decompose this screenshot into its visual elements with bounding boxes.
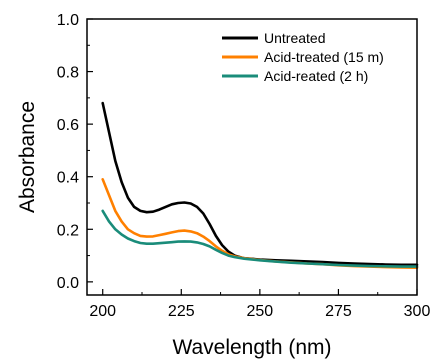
x-axis-title: Wavelength (nm) xyxy=(172,336,331,359)
tick-labels: 200 225 250 275 300 0.0 0.2 0.4 0.6 0.8 1.0 xyxy=(57,12,431,320)
x-tick-label: 300 xyxy=(404,303,431,320)
legend-label-1: Untreated xyxy=(264,30,325,46)
y-tick-label: 0.4 xyxy=(57,170,79,187)
y-tick-label: 0.6 xyxy=(57,117,79,134)
x-tick-label: 275 xyxy=(325,303,352,320)
series-line-1 xyxy=(101,101,419,267)
x-tick-label: 200 xyxy=(89,303,116,320)
y-tick-label: 1.0 xyxy=(57,12,79,29)
y-tick-label: 0.0 xyxy=(57,275,79,292)
series-line-2 xyxy=(101,178,419,270)
x-tick-label: 250 xyxy=(247,303,274,320)
y-tick-label: 0.8 xyxy=(57,65,79,82)
series-line-3 xyxy=(101,209,419,268)
legend: Untreated Acid-treated (15 m) Acid-reated … xyxy=(222,30,384,84)
plot-frame xyxy=(86,18,418,296)
legend-label-3: Acid-reated (2 h) xyxy=(264,68,368,84)
x-tick-label: 225 xyxy=(168,303,195,320)
series-lines xyxy=(101,101,419,270)
y-tick-label: 0.2 xyxy=(57,222,79,239)
legend-label-2: Acid-treated (15 m) xyxy=(264,49,384,65)
y-axis-title: Absorbance xyxy=(16,101,39,213)
